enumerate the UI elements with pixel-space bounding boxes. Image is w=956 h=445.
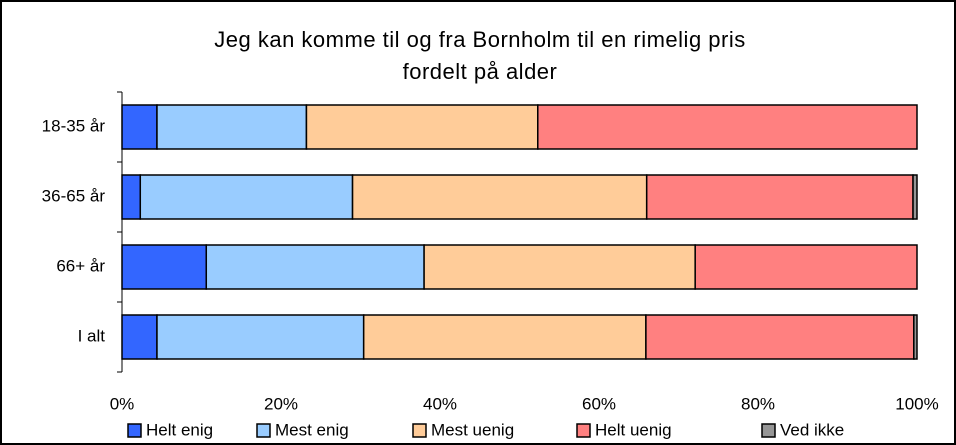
legend-swatch bbox=[256, 423, 271, 438]
x-tick-label: 20% bbox=[264, 394, 298, 413]
chart-title: fordelt på alder bbox=[403, 59, 558, 84]
bar-segment bbox=[645, 174, 914, 220]
x-tick-label: 100% bbox=[895, 394, 938, 413]
bar-segment bbox=[694, 244, 918, 290]
bar-segment bbox=[913, 314, 918, 360]
bar-segment bbox=[537, 104, 918, 150]
legend-swatch bbox=[761, 423, 776, 438]
bar-segment bbox=[305, 104, 539, 150]
y-tick-label: 66+ år bbox=[56, 256, 105, 275]
x-tick-label: 80% bbox=[741, 394, 775, 413]
x-tick-label: 60% bbox=[582, 394, 616, 413]
chart-title: Jeg kan komme til og fra Bornholm til en… bbox=[214, 27, 745, 52]
legend-label: Mest enig bbox=[275, 420, 349, 439]
legend-swatch bbox=[412, 423, 427, 438]
legend-swatch bbox=[576, 423, 591, 438]
bar-segment bbox=[912, 174, 918, 220]
y-tick-label: I alt bbox=[78, 326, 106, 345]
bar-segment bbox=[139, 174, 354, 220]
bar-segment bbox=[156, 314, 365, 360]
x-tick-label: 0% bbox=[110, 394, 135, 413]
y-tick-label: 36-65 år bbox=[42, 186, 106, 205]
bar-segment bbox=[205, 244, 425, 290]
bar-segment bbox=[121, 314, 158, 360]
bar-segment bbox=[645, 314, 915, 360]
x-tick-label: 40% bbox=[423, 394, 457, 413]
y-tick-label: 18-35 år bbox=[42, 116, 106, 135]
bar-segment bbox=[121, 104, 158, 150]
legend-label: Ved ikke bbox=[780, 420, 844, 439]
bar-segment bbox=[156, 104, 308, 150]
legend-swatch bbox=[127, 423, 142, 438]
bar-segment bbox=[121, 174, 142, 220]
legend-label: Helt enig bbox=[146, 420, 213, 439]
bar-segment bbox=[362, 314, 647, 360]
legend-label: Helt uenig bbox=[595, 420, 672, 439]
bar-segment bbox=[351, 174, 648, 220]
bar-segment bbox=[121, 244, 208, 290]
bar-segment bbox=[423, 244, 696, 290]
legend-label: Mest uenig bbox=[431, 420, 514, 439]
